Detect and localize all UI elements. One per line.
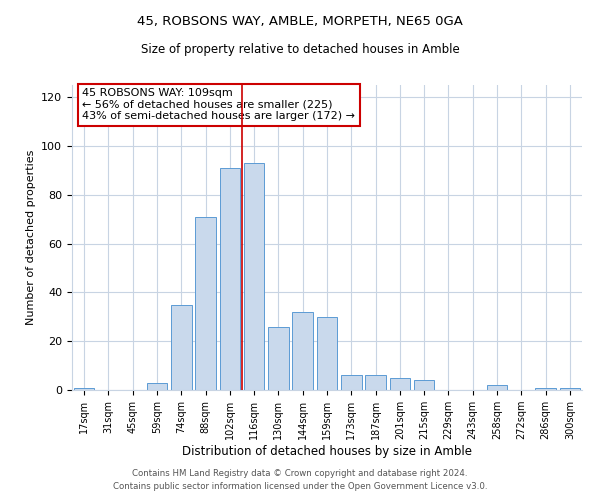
Bar [365,376,386,390]
Text: 45, ROBSONS WAY, AMBLE, MORPETH, NE65 0GA: 45, ROBSONS WAY, AMBLE, MORPETH, NE65 0G… [137,15,463,28]
Text: Size of property relative to detached houses in Amble: Size of property relative to detached ho… [140,42,460,56]
Bar [487,385,508,390]
Text: Contains public sector information licensed under the Open Government Licence v3: Contains public sector information licen… [113,482,487,491]
X-axis label: Distribution of detached houses by size in Amble: Distribution of detached houses by size … [182,445,472,458]
Bar [195,217,216,390]
Bar [317,317,337,390]
Bar [414,380,434,390]
Bar [268,326,289,390]
Bar [560,388,580,390]
Bar [171,304,191,390]
Text: Contains HM Land Registry data © Crown copyright and database right 2024.: Contains HM Land Registry data © Crown c… [132,468,468,477]
Bar [535,388,556,390]
Bar [74,388,94,390]
Bar [389,378,410,390]
Bar [292,312,313,390]
Bar [244,163,265,390]
Bar [341,376,362,390]
Bar [146,382,167,390]
Y-axis label: Number of detached properties: Number of detached properties [26,150,35,325]
Text: 45 ROBSONS WAY: 109sqm
← 56% of detached houses are smaller (225)
43% of semi-de: 45 ROBSONS WAY: 109sqm ← 56% of detached… [82,88,355,121]
Bar [220,168,240,390]
